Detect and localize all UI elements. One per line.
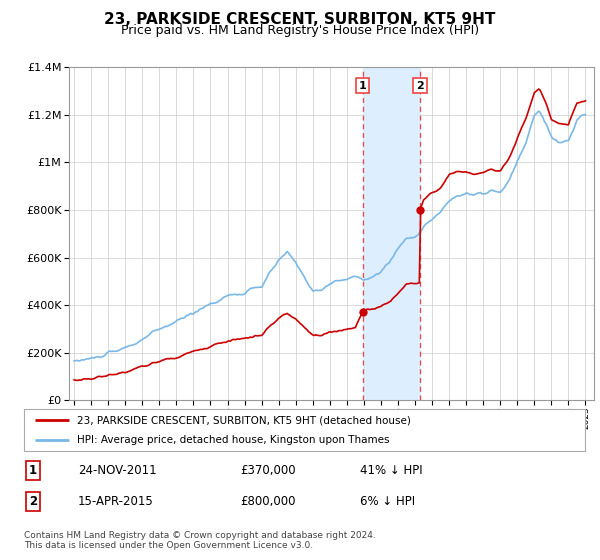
FancyBboxPatch shape — [24, 409, 585, 451]
Text: 23, PARKSIDE CRESCENT, SURBITON, KT5 9HT (detached house): 23, PARKSIDE CRESCENT, SURBITON, KT5 9HT… — [77, 415, 411, 425]
Text: 15-APR-2015: 15-APR-2015 — [78, 494, 154, 508]
Bar — [362, 67, 420, 400]
Text: 1: 1 — [29, 464, 37, 477]
Text: 41% ↓ HPI: 41% ↓ HPI — [360, 464, 422, 477]
Text: 2: 2 — [416, 81, 424, 91]
Text: 24-NOV-2011: 24-NOV-2011 — [78, 464, 157, 477]
Text: 2: 2 — [29, 494, 37, 508]
Text: HPI: Average price, detached house, Kingston upon Thames: HPI: Average price, detached house, King… — [77, 435, 390, 445]
Text: £370,000: £370,000 — [240, 464, 296, 477]
Text: 6% ↓ HPI: 6% ↓ HPI — [360, 494, 415, 508]
Text: 1: 1 — [359, 81, 367, 91]
Text: 23, PARKSIDE CRESCENT, SURBITON, KT5 9HT: 23, PARKSIDE CRESCENT, SURBITON, KT5 9HT — [104, 12, 496, 27]
Text: Contains HM Land Registry data © Crown copyright and database right 2024.
This d: Contains HM Land Registry data © Crown c… — [24, 530, 376, 550]
Text: £800,000: £800,000 — [240, 494, 296, 508]
Text: Price paid vs. HM Land Registry's House Price Index (HPI): Price paid vs. HM Land Registry's House … — [121, 24, 479, 37]
